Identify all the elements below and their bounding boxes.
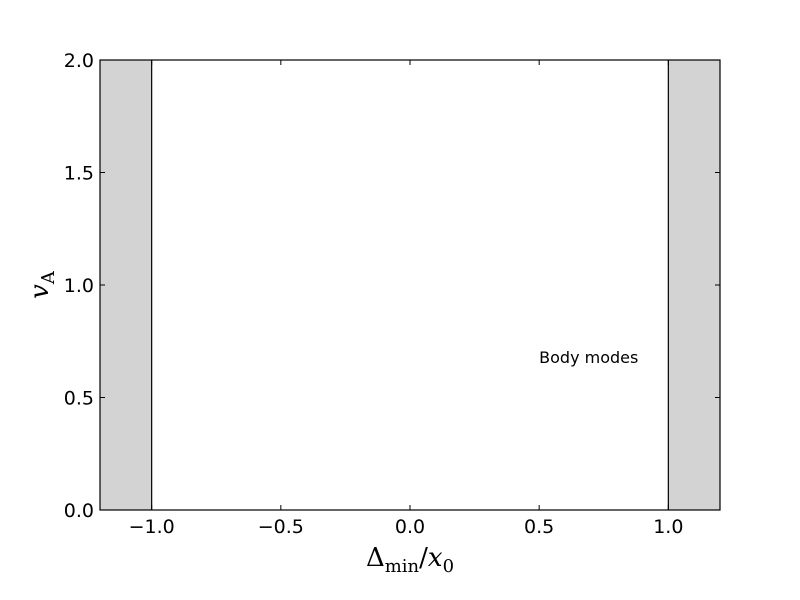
shaded-region-0	[100, 60, 152, 510]
x-axis-label-sub: min	[385, 556, 420, 577]
x-tick-label: 1.0	[653, 516, 683, 538]
shaded-regions	[100, 60, 720, 510]
x-axis-label-main: Δ	[366, 543, 385, 573]
y-axis-label: vA	[25, 270, 59, 299]
x-axis-label: Δmin/x0	[366, 543, 454, 577]
tick-marks	[100, 59, 720, 511]
x-axis-label-var-sub: 0	[443, 556, 454, 577]
x-tick-label: 0.5	[524, 516, 554, 538]
x-tick-label: −0.5	[258, 516, 304, 538]
y-tick-label: 0.0	[64, 500, 94, 522]
y-tick-labels: 0.0 0.5 1.0 1.5 2.0	[64, 50, 94, 522]
y-tick-label: 1.5	[64, 163, 94, 185]
x-tick-label: 0.0	[395, 516, 425, 538]
annotations: Body modes	[539, 348, 638, 367]
y-axis-label-sub: A	[38, 270, 59, 285]
x-tick-label: −1.0	[129, 516, 175, 538]
x-tick-labels: −1.0 −0.5 0.0 0.5 1.0	[129, 516, 684, 538]
plot-area-frame	[99, 59, 721, 511]
y-tick-label: 2.0	[64, 50, 94, 72]
x-axis-label-slash: /	[419, 543, 428, 573]
y-axis-label-main: v	[25, 284, 55, 299]
y-tick-label: 1.0	[64, 275, 94, 297]
y-tick-label: 0.5	[64, 388, 94, 410]
boundary-lines	[151, 60, 669, 510]
annotation-body-modes: Body modes	[539, 348, 638, 367]
x-axis-label-var: x	[428, 543, 443, 573]
shaded-region-1	[668, 60, 720, 510]
